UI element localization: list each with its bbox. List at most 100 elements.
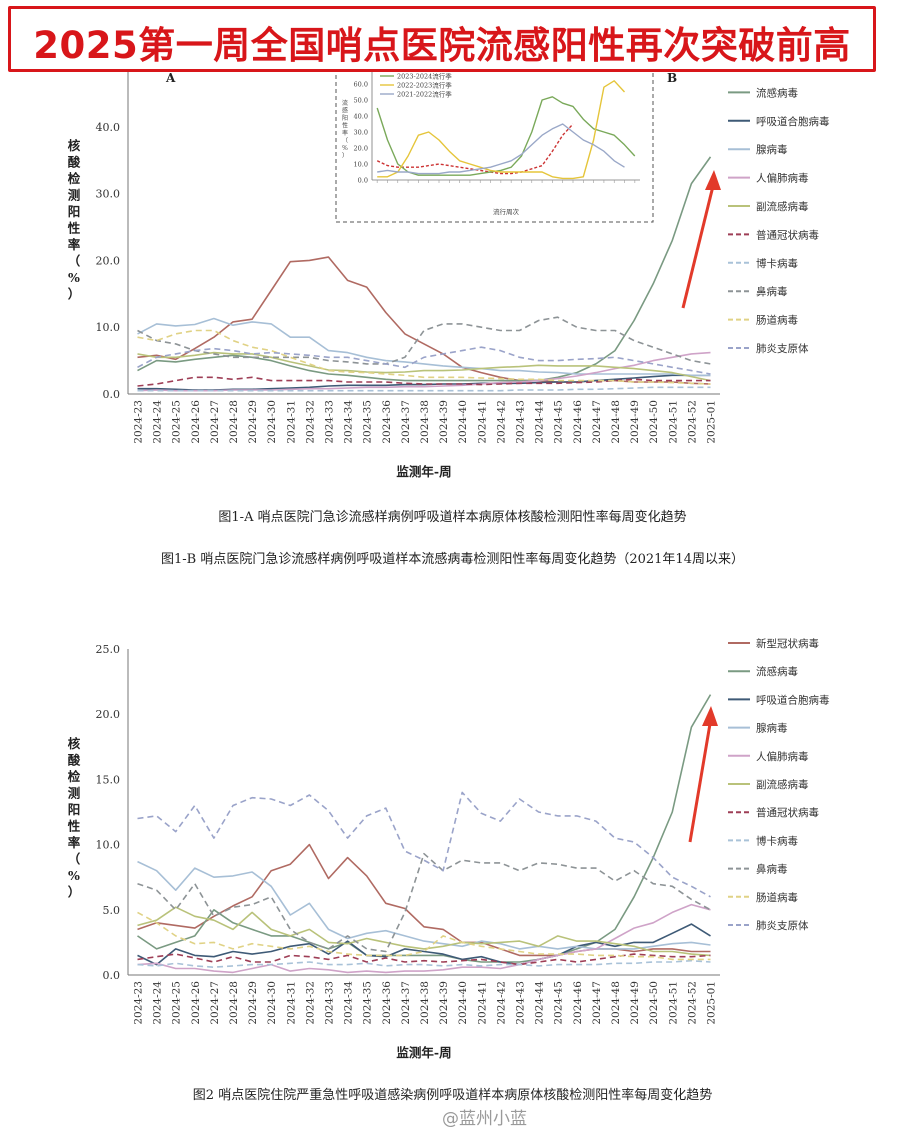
inset-y-tick: 10.0 [354,161,368,169]
x-tick-label: 2024-31 [285,400,297,444]
y-axis-label-char: 测 [68,188,81,203]
x-tick-label: 2024-29 [247,400,259,444]
x-tick-label: 2024-27 [209,981,221,1025]
x-tick-label: 2024-42 [495,981,507,1025]
trend-arrow-shaft [681,181,716,309]
x-tick-label: 2024-35 [362,981,374,1025]
inset-series-line [376,123,574,175]
legend-label: 流感病毒 [756,665,798,678]
series-line [137,386,711,392]
x-tick-label: 2024-44 [534,981,546,1025]
legend-label: 呼吸道合胞病毒 [756,693,830,706]
x-tick-label: 2024-51 [667,981,679,1025]
panel-letter-b: B [667,71,677,85]
y-axis-label-char: 测 [68,786,81,801]
series-line [137,906,711,957]
x-tick-label: 2024-46 [572,400,584,444]
inset-series-line [377,80,626,180]
x-tick-label: 2024-30 [266,400,278,444]
legend-label: 人偏肺病毒 [756,172,809,185]
y-tick-label: 30.0 [96,188,121,201]
x-tick-label: 2024-51 [667,400,679,444]
y-tick-label: 20.0 [96,708,121,721]
inset-legend-label: 2021-2022流行季 [397,90,452,99]
inset-y-label-char: 感 [342,107,348,115]
inset-y-label-char: 阳 [342,114,348,122]
inset-x-label: 流行周次 [493,207,520,216]
inset-y-tick: 40.0 [354,113,368,121]
y-axis-label-char: 性 [67,819,81,834]
y-axis-label-char: 酸 [68,155,81,170]
headline-banner: 2025第一周全国哨点医院流感阳性再次突破前高 [8,6,876,72]
x-tick-label: 2024-36 [381,981,393,1025]
x-tick-label: 2024-52 [686,981,698,1025]
legend-label: 肺炎支原体 [756,343,809,355]
inset-legend-label: 2023-2024流行季 [397,72,452,81]
legend-label: 新型冠状病毒 [756,637,819,650]
x-tick-label: 2024-43 [514,981,526,1025]
x-tick-label: 2024-37 [400,400,412,444]
x-tick-label: 2024-47 [591,981,603,1025]
chart-2: 0.0 5.0 10.0 15.0 20.0 25.0 2024-23 2024-24 2024… [67,637,830,1060]
y-axis-label-char: 阳 [68,204,81,219]
x-tick-label: 2024-28 [228,981,240,1025]
series-line [137,156,712,382]
x-tick-label: 2024-48 [610,981,622,1025]
headline-text: 2025第一周全国哨点医院流感阳性再次突破前高 [33,24,851,67]
x-tick-label: 2024-50 [648,400,660,444]
series-line [137,843,711,957]
legend-label: 腺病毒 [756,722,788,735]
inset-y-label-char: ） [342,153,348,160]
y-axis-label-char: 率 [68,237,81,252]
x-tick-label: 2024-37 [400,981,412,1025]
trend-arrow-head [705,170,721,190]
x-tick-label: 2024-45 [553,400,565,444]
legend-label: 肺炎支原体 [756,920,809,932]
x-tick-label: 2024-26 [190,400,202,444]
x-tick-label: 2024-24 [152,981,164,1025]
x-tick-label: 2025-01 [705,981,717,1025]
caption-fig1b: 图1-B 哨点医院门急诊流感样病例呼吸道样本流感病毒检测阳性率每周变化趋势（20… [161,552,744,567]
inset-frame [335,53,654,223]
panel-letter-a: A [165,71,176,85]
x-tick-label: 2024-23 [133,400,145,444]
x-tick-label: 2024-49 [629,981,641,1025]
legend-label: 肠道病毒 [756,314,798,327]
x-tick-label: 2024-36 [381,400,393,444]
series-line [137,953,711,966]
x-tick-label: 2024-32 [304,981,316,1025]
series-line [137,329,711,385]
x-tick-label: 2024-34 [343,400,355,444]
x-tick-label: 2024-47 [591,400,603,444]
x-tick-label: 2024-29 [247,981,259,1025]
x-axis-label: 监测年-周 [396,464,451,479]
inset-y-label-char: 流 [342,99,348,107]
inset-y-label-char: % [342,145,348,152]
series-line [137,860,711,950]
y-axis-label-char: 率 [68,835,81,850]
series-line [137,852,711,953]
y-axis-label-char: % [68,270,80,285]
y-axis-label-char: ） [68,287,81,302]
y-axis-label-char: （ [68,254,81,269]
series-line [137,911,711,961]
inset-y-tick: 60.0 [354,81,368,89]
legend-label: 流感病毒 [756,86,798,99]
y-axis-label-char: 检 [68,171,81,186]
y-axis-label-char: 阳 [68,802,81,817]
x-tick-label: 2024-32 [304,400,316,444]
inset-y-label-char: （ [342,138,348,145]
y-tick-label: 5.0 [103,904,121,917]
inset-series-line [376,96,636,176]
legend-label: 鼻病毒 [756,863,788,876]
x-tick-label: 2024-41 [476,981,488,1025]
legend-label: 副流感病毒 [756,200,809,213]
legend-label: 呼吸道合胞病毒 [756,115,830,128]
inset-chart: 0.010.020.030.040.050.060.070.0流感阳性率（%）流… [335,53,654,223]
y-tick-label: 25.0 [96,643,121,656]
inset-y-label-char: 性 [342,122,348,130]
series-line [137,959,711,969]
trend-arrow-head [702,706,718,726]
x-tick-label: 2024-38 [419,400,431,444]
